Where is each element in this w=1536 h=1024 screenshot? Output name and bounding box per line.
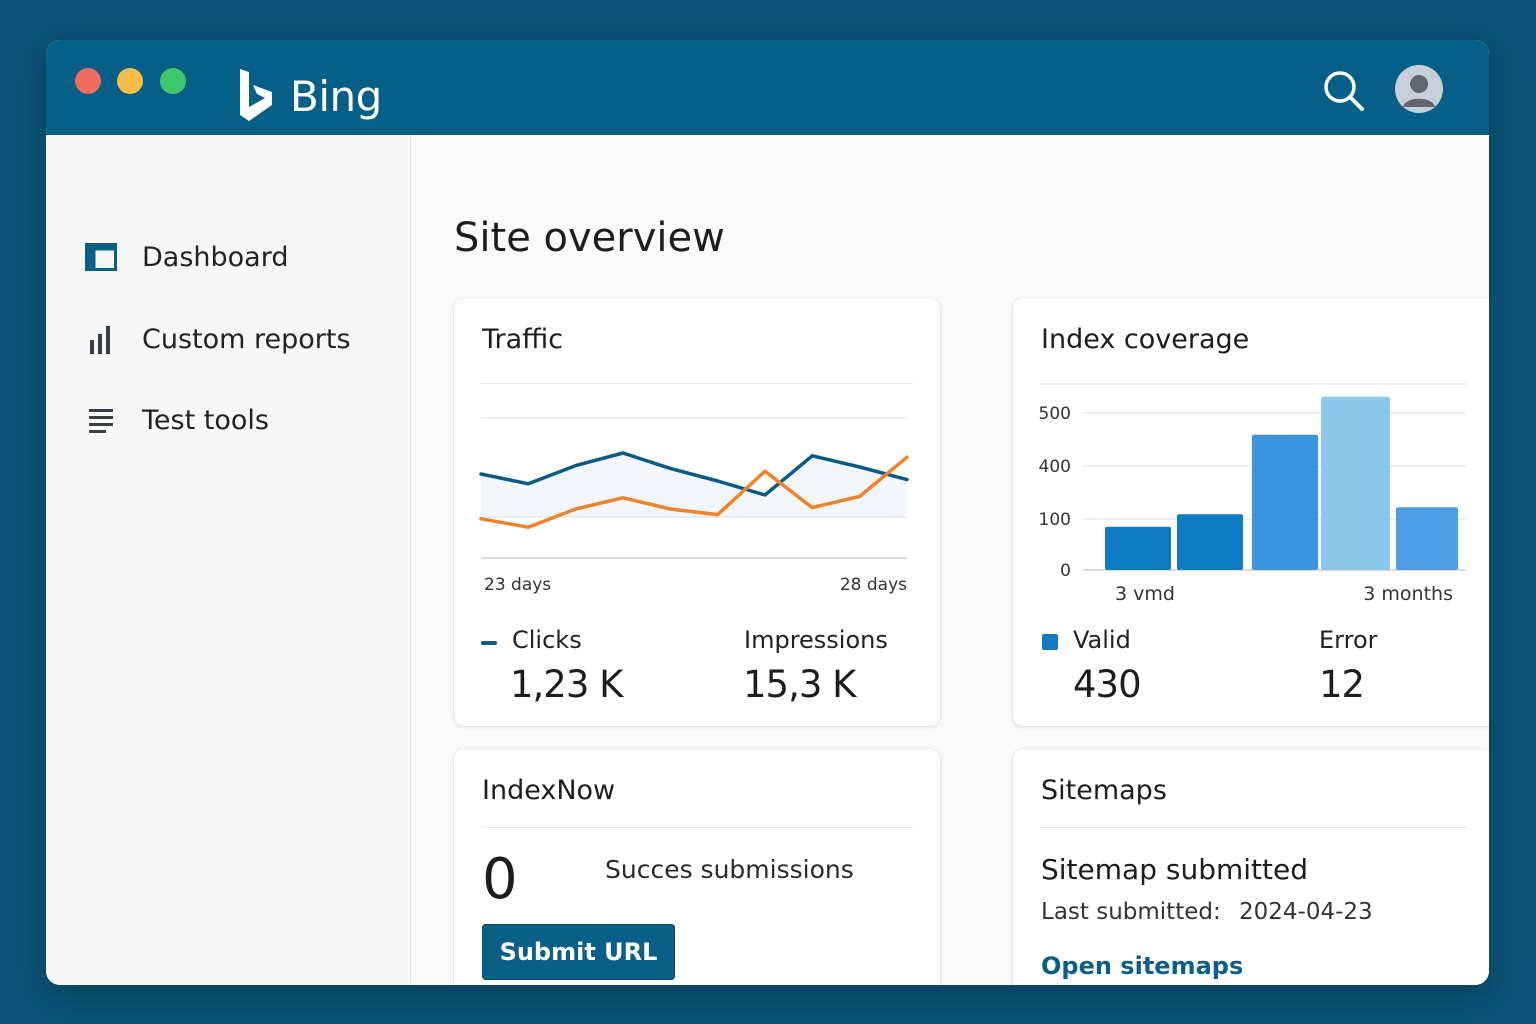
- coverage-bar: [1396, 507, 1458, 570]
- title-bar: Bing: [46, 40, 1489, 135]
- traffic-card-title: Traffic: [482, 324, 564, 355]
- search-button[interactable]: [1321, 68, 1367, 114]
- last-submitted-date: 2024-04-23: [1239, 899, 1373, 925]
- coverage-bar: [1252, 434, 1318, 570]
- impressions-label: Impressions: [744, 626, 888, 654]
- error-value: 12: [1319, 663, 1365, 706]
- close-window-button[interactable]: [75, 68, 101, 94]
- sidebar: Dashboard Custom reports: [46, 135, 411, 985]
- y-tick-label: 100: [1039, 510, 1071, 530]
- valid-label: Valid: [1073, 626, 1131, 654]
- x-tick-label: 23 days: [484, 575, 551, 595]
- sidebar-item-test-tools[interactable]: Test tools: [84, 403, 269, 437]
- card-divider: [481, 827, 913, 828]
- y-tick-label: 0: [1060, 561, 1071, 581]
- traffic-line-chart: 23 days 28 days: [479, 417, 909, 595]
- clicks-value: 1,23 K: [510, 663, 623, 706]
- minimize-window-button[interactable]: [117, 68, 143, 94]
- impressions-value: 15,3 K: [743, 663, 856, 706]
- sidebar-item-dashboard[interactable]: Dashboard: [84, 240, 288, 274]
- sidebar-item-label: Dashboard: [142, 241, 289, 273]
- sidebar-item-label: Custom reports: [142, 323, 351, 355]
- bing-logo[interactable]: Bing: [236, 66, 382, 126]
- main-content: Site overview Traffic 23 days 28 days Cl…: [411, 135, 1489, 985]
- open-sitemaps-link[interactable]: Open sitemaps: [1041, 952, 1244, 980]
- sidebar-item-custom-reports[interactable]: Custom reports: [84, 322, 351, 356]
- index-coverage-card-title: Index coverage: [1041, 324, 1250, 355]
- indexnow-card-title: IndexNow: [482, 775, 616, 806]
- y-tick-label: 400: [1039, 457, 1071, 477]
- error-label: Error: [1319, 626, 1378, 654]
- coverage-bar: [1177, 514, 1243, 570]
- bar-chart-icon: [84, 322, 118, 356]
- indexnow-count: 0: [482, 847, 518, 912]
- valid-legend-swatch: [1042, 634, 1058, 650]
- clicks-area: [481, 453, 907, 517]
- page-title: Site overview: [454, 215, 725, 261]
- x-tick-label: 28 days: [840, 575, 907, 595]
- x-tick-label: 3 vmd: [1115, 583, 1175, 605]
- card-divider: [1040, 827, 1468, 828]
- impressions-series-line: [479, 455, 909, 529]
- brand-name: Bing: [290, 71, 382, 121]
- traffic-card: Traffic 23 days 28 days Clicks 1,23 K Im…: [454, 298, 940, 726]
- valid-value: 430: [1073, 663, 1142, 706]
- bing-logo-icon: [240, 69, 272, 121]
- submit-url-button[interactable]: Submit URL: [482, 924, 675, 980]
- clicks-legend-swatch: [481, 641, 497, 645]
- search-icon: [1324, 71, 1364, 111]
- sidebar-item-label: Test tools: [142, 404, 269, 436]
- coverage-bar: [1321, 396, 1390, 570]
- dashboard-icon: [84, 240, 118, 274]
- sitemaps-card: Sitemaps Sitemap submitted Last submitte…: [1013, 749, 1489, 985]
- clicks-series-line: [479, 451, 909, 497]
- user-avatar-icon: [1395, 65, 1443, 113]
- card-divider: [481, 383, 913, 384]
- list-icon: [84, 403, 118, 437]
- coverage-bar: [1105, 526, 1171, 570]
- indexnow-count-label: Succes submissions: [605, 855, 854, 884]
- x-tick-label: 3 months: [1363, 583, 1453, 605]
- sitemaps-card-title: Sitemaps: [1041, 775, 1167, 806]
- indexnow-card: IndexNow 0 Succes submissions Submit URL: [454, 749, 940, 985]
- user-avatar[interactable]: [1395, 65, 1443, 113]
- app-window: Bing Dashboard: [46, 40, 1489, 985]
- maximize-window-button[interactable]: [160, 68, 186, 94]
- clicks-label: Clicks: [512, 626, 582, 654]
- index-coverage-card: Index coverage 500 400 100 0 3 vmd 3 mon…: [1013, 298, 1489, 726]
- last-submitted-label: Last submitted:: [1041, 899, 1221, 925]
- y-tick-label: 500: [1039, 404, 1071, 424]
- index-coverage-bar-chart: 500 400 100 0 3 vmd 3 months: [1039, 383, 1466, 605]
- sitemap-status: Sitemap submitted: [1041, 853, 1308, 886]
